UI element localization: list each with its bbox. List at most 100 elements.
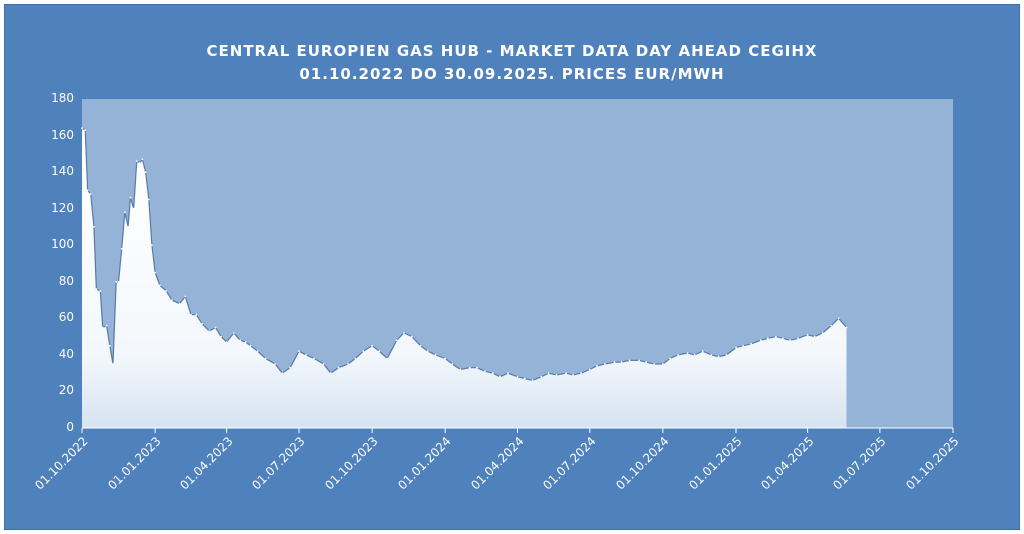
data-point — [239, 339, 242, 342]
data-point — [484, 370, 486, 373]
data-point — [305, 354, 307, 356]
data-point — [499, 375, 501, 378]
data-point — [214, 326, 217, 329]
chart-title: CENTRAL EUROPIEN GAS HUB - MARKET DATA D… — [206, 42, 818, 60]
data-point — [120, 248, 123, 250]
data-point — [117, 280, 120, 283]
data-point — [735, 346, 737, 349]
data-point — [789, 339, 791, 342]
data-point — [717, 355, 720, 358]
data-point — [523, 377, 526, 380]
data-point — [135, 160, 138, 163]
data-point — [693, 354, 696, 356]
data-point — [596, 365, 598, 367]
price-area — [82, 128, 847, 428]
data-point — [774, 335, 777, 338]
data-point — [547, 372, 550, 375]
data-point — [81, 127, 83, 130]
data-point — [444, 357, 447, 360]
data-point — [507, 372, 509, 375]
data-point — [147, 198, 150, 201]
data-point — [144, 171, 147, 174]
data-point — [686, 352, 689, 354]
data-point — [141, 158, 144, 161]
data-point — [555, 374, 558, 376]
data-point — [516, 375, 519, 378]
data-point — [95, 288, 98, 290]
data-point — [101, 326, 104, 329]
data-point — [99, 290, 102, 292]
data-point — [184, 295, 187, 298]
data-point — [274, 363, 276, 365]
data-point — [329, 372, 332, 375]
y-tick-label: 40 — [58, 346, 74, 361]
data-point — [782, 337, 784, 340]
data-point — [105, 324, 108, 327]
data-point — [426, 350, 429, 353]
data-point — [249, 344, 252, 347]
data-point — [190, 313, 192, 316]
data-point — [653, 363, 656, 365]
data-point — [766, 337, 769, 340]
data-point — [604, 363, 606, 365]
y-tick-label: 140 — [51, 164, 74, 179]
data-point — [289, 366, 292, 369]
data-point — [410, 335, 413, 338]
y-tick-label: 0 — [66, 420, 74, 434]
data-point — [620, 361, 623, 364]
data-point — [813, 335, 816, 338]
data-point — [201, 322, 203, 325]
data-point — [86, 189, 89, 192]
data-point — [669, 357, 671, 360]
data-point — [572, 374, 574, 376]
data-point — [84, 129, 87, 132]
data-point — [159, 284, 161, 287]
data-point — [371, 344, 373, 347]
data-point — [837, 317, 840, 320]
data-point — [256, 350, 259, 353]
data-point — [322, 363, 325, 365]
data-point — [298, 350, 300, 353]
data-point — [419, 344, 422, 347]
data-point — [165, 290, 168, 292]
data-point — [127, 226, 129, 228]
data-point — [281, 372, 284, 375]
data-point — [750, 343, 752, 345]
data-point — [378, 350, 381, 353]
data-point — [710, 354, 713, 356]
data-point — [451, 363, 454, 365]
data-point — [797, 337, 799, 340]
data-point — [395, 339, 398, 342]
data-point — [725, 354, 728, 356]
data-point — [459, 368, 462, 371]
data-point — [244, 341, 247, 343]
data-point — [170, 299, 173, 301]
data-point — [347, 363, 350, 365]
data-point — [89, 193, 92, 195]
data-point — [645, 361, 648, 364]
chart-subtitle: 01.10.2022 DO 30.09.2025. PRICES EUR/MWH — [299, 65, 725, 83]
data-point — [154, 271, 157, 274]
data-point — [115, 280, 118, 283]
y-tick-label: 160 — [51, 127, 74, 142]
data-point — [531, 379, 534, 382]
data-point — [677, 354, 679, 356]
data-point — [151, 244, 153, 247]
data-point — [232, 332, 235, 334]
y-tick-label: 80 — [58, 273, 74, 288]
data-point — [565, 372, 567, 375]
y-tick-label: 20 — [58, 383, 74, 398]
data-point — [588, 368, 591, 371]
data-point — [129, 196, 132, 199]
y-tick-label: 180 — [51, 91, 74, 105]
data-point — [225, 341, 228, 343]
y-tick-label: 120 — [51, 200, 74, 215]
data-point — [701, 350, 704, 353]
y-tick-label: 60 — [58, 310, 74, 325]
data-point — [124, 211, 126, 214]
data-point — [337, 366, 340, 369]
data-point — [540, 375, 543, 378]
data-point — [638, 359, 640, 362]
data-point — [403, 332, 405, 334]
